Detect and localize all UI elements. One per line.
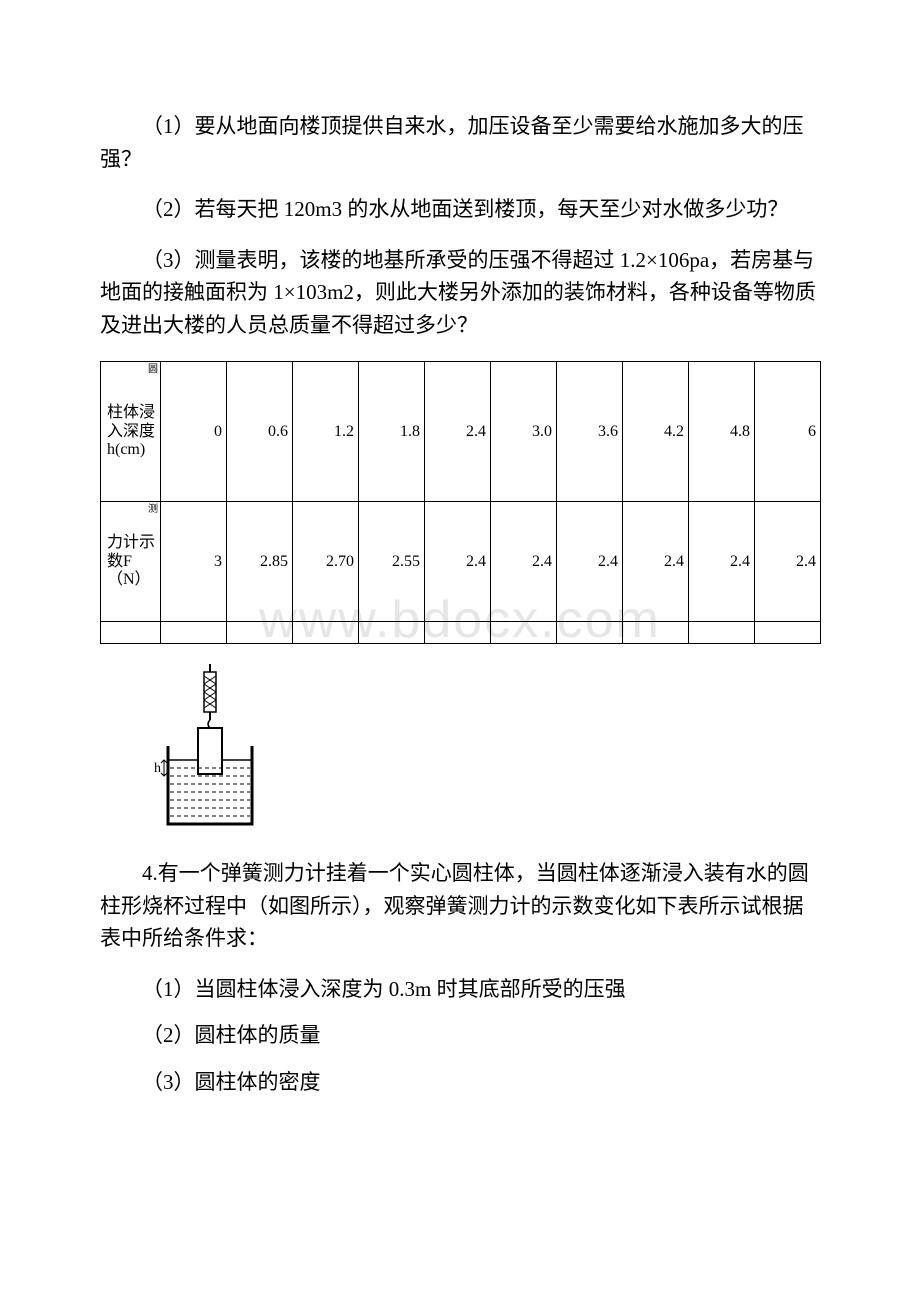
empty-cell	[101, 622, 161, 644]
figure-label-h: h	[154, 761, 161, 776]
table-cell: 1.8	[359, 362, 425, 502]
spring-beaker-figure: h	[150, 664, 270, 839]
empty-cell	[491, 622, 557, 644]
empty-cell	[161, 622, 227, 644]
spring-beaker-icon: h	[150, 664, 270, 834]
empty-cell	[359, 622, 425, 644]
question-4-2: （2）圆柱体的质量	[100, 1019, 820, 1052]
table-cell: 2.4	[623, 502, 689, 622]
empty-cell	[557, 622, 623, 644]
row1-corner-char: 圆	[148, 364, 158, 376]
empty-cell	[425, 622, 491, 644]
table-cell: 3	[161, 502, 227, 622]
row2-header-cell: 测 力计示数F（N）	[101, 502, 161, 622]
question-4-3: （3）圆柱体的密度	[100, 1066, 820, 1099]
table-cell: 2.4	[425, 362, 491, 502]
table-row: 测 力计示数F（N） 3 2.85 2.70 2.55 2.4 2.4 2.4 …	[101, 502, 821, 622]
empty-cell	[293, 622, 359, 644]
question-3-1: （1）要从地面向楼顶提供自来水，加压设备至少需要给水施加多大的压强？	[100, 110, 820, 175]
table-row	[101, 622, 821, 644]
table-cell: 1.2	[293, 362, 359, 502]
row2-label: 力计示数F（N）	[107, 534, 155, 588]
row2-corner-char: 测	[148, 504, 158, 516]
empty-cell	[755, 622, 821, 644]
empty-cell	[623, 622, 689, 644]
table-cell: 4.8	[689, 362, 755, 502]
table-cell: 3.6	[557, 362, 623, 502]
question-3-3: （3）测量表明，该楼的地基所承受的压强不得超过 1.2×106pa，若房基与地面…	[100, 244, 820, 342]
table-cell: 0.6	[227, 362, 293, 502]
table-cell: 2.4	[425, 502, 491, 622]
question-4-1: （1）当圆柱体浸入深度为 0.3m 时其底部所受的压强	[100, 973, 820, 1006]
empty-cell	[689, 622, 755, 644]
table-row: 圆 柱体浸入深度h(cm) 0 0.6 1.2 1.8 2.4 3.0 3.6 …	[101, 362, 821, 502]
question-3-2: （2）若每天把 120m3 的水从地面送到楼顶，每天至少对水做多少功？	[100, 193, 820, 226]
data-table: 圆 柱体浸入深度h(cm) 0 0.6 1.2 1.8 2.4 3.0 3.6 …	[100, 361, 821, 644]
table-cell: 2.4	[689, 502, 755, 622]
table-cell: 4.2	[623, 362, 689, 502]
table-cell: 2.70	[293, 502, 359, 622]
question-4-intro: 4.有一个弹簧测力计挂着一个实心圆柱体，当圆柱体逐渐浸入装有水的圆柱形烧杯过程中…	[100, 857, 820, 955]
table-cell: 2.4	[557, 502, 623, 622]
row1-label: 柱体浸入深度h(cm)	[107, 404, 155, 458]
row1-header-cell: 圆 柱体浸入深度h(cm)	[101, 362, 161, 502]
empty-cell	[227, 622, 293, 644]
table-cell: 6	[755, 362, 821, 502]
table-cell: 0	[161, 362, 227, 502]
table-cell: 2.85	[227, 502, 293, 622]
table-cell: 2.4	[491, 502, 557, 622]
table-cell: 2.4	[755, 502, 821, 622]
table-cell: 2.55	[359, 502, 425, 622]
table-cell: 3.0	[491, 362, 557, 502]
